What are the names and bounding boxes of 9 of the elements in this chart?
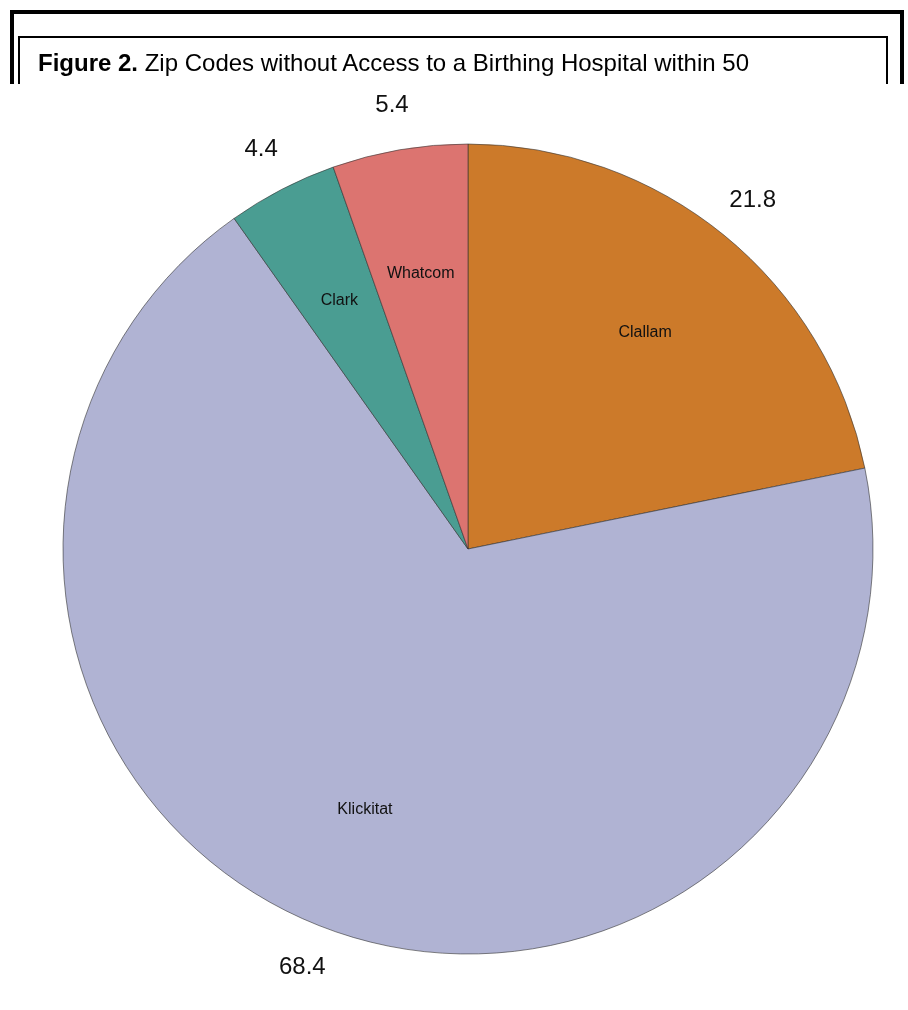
data-label: 4.4 [244,134,278,162]
slice-label: Clark [320,291,359,309]
slice-label: Clallam [618,323,672,341]
slice-label: Klickitat [337,800,394,818]
data-label: 21.8 [729,185,777,213]
slice-label: Whatcom [386,264,455,282]
data-label: 5.4 [375,90,409,118]
data-label: 68.4 [278,952,326,980]
chart-title: Figure 2. Zip Codes without Access to a Birthing Hospital within 50 [18,36,888,90]
